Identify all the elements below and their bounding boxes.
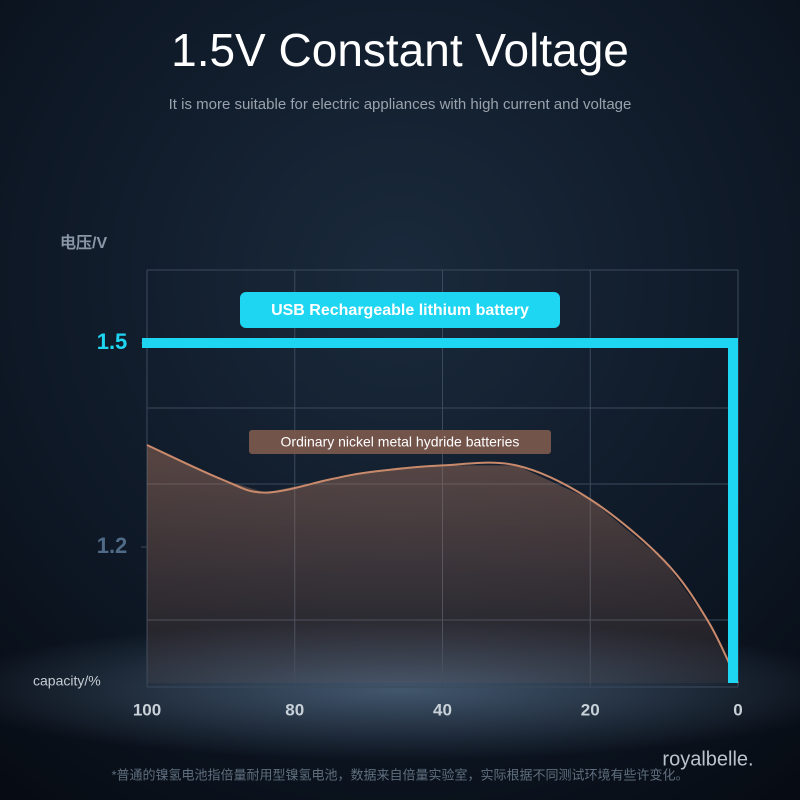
series-line: [146, 444, 739, 684]
y-axis-label: 电压/V: [60, 233, 107, 252]
footnote: *普通的镍氢电池指倍量耐用型镍氢电池，数据来自倍量实验室，实际根据不同测试环境有…: [111, 767, 688, 782]
series-area: [147, 445, 738, 683]
watermark: royalbelle.: [662, 748, 753, 770]
title: 1.5V Constant Voltage: [171, 24, 629, 76]
legend-label: Ordinary nickel metal hydride batteries: [281, 434, 520, 450]
x-tick-label: 40: [433, 700, 452, 719]
x-tick-label: 80: [285, 700, 304, 719]
subtitle: It is more suitable for electric applian…: [169, 96, 632, 113]
y-tick-label: 1.5: [97, 329, 128, 354]
legend-box: [240, 292, 560, 328]
y-tick-label: 1.2: [97, 533, 128, 558]
legend-box: [249, 430, 551, 454]
legend-label: USB Rechargeable lithium battery: [271, 302, 529, 319]
x-tick-label: 20: [581, 700, 600, 719]
x-tick-label: 0: [733, 700, 742, 719]
series-line: [142, 338, 738, 683]
x-tick-label: 100: [133, 700, 161, 719]
x-axis-label: capacity/%: [33, 673, 101, 689]
